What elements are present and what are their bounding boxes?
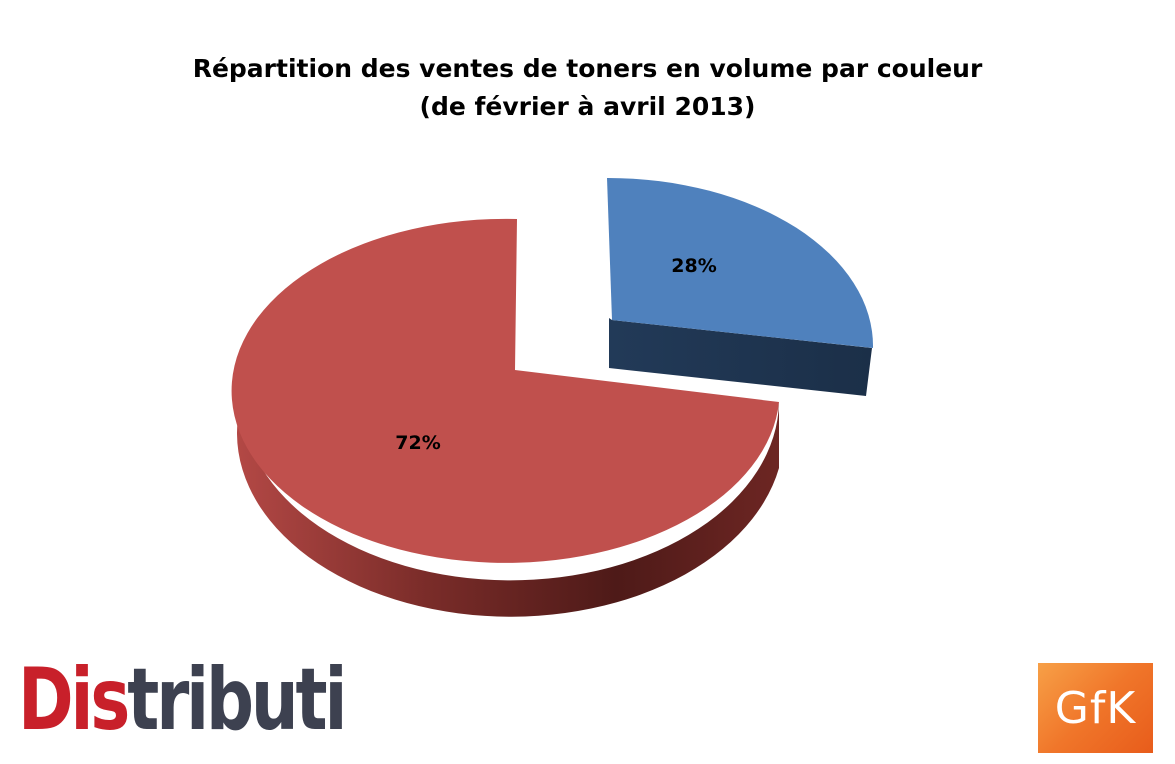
pie-slice-28-side: [609, 318, 872, 396]
gfk-logo: GfK: [1038, 663, 1153, 753]
pie-slice-28: [607, 177, 874, 348]
pie-slice-72-side: [236, 398, 780, 617]
slice-label-28: 28%: [671, 255, 716, 277]
chart-title-block: Répartition des ventes de toners en volu…: [0, 50, 1175, 126]
chart-title: Répartition des ventes de toners en volu…: [192, 54, 983, 83]
pie-slice-72: [231, 218, 779, 563]
slice-label-72: 72%: [395, 432, 440, 454]
distributique-logo: Distributique: [18, 652, 346, 750]
chart-subtitle: (de février à avril 2013): [419, 92, 756, 121]
